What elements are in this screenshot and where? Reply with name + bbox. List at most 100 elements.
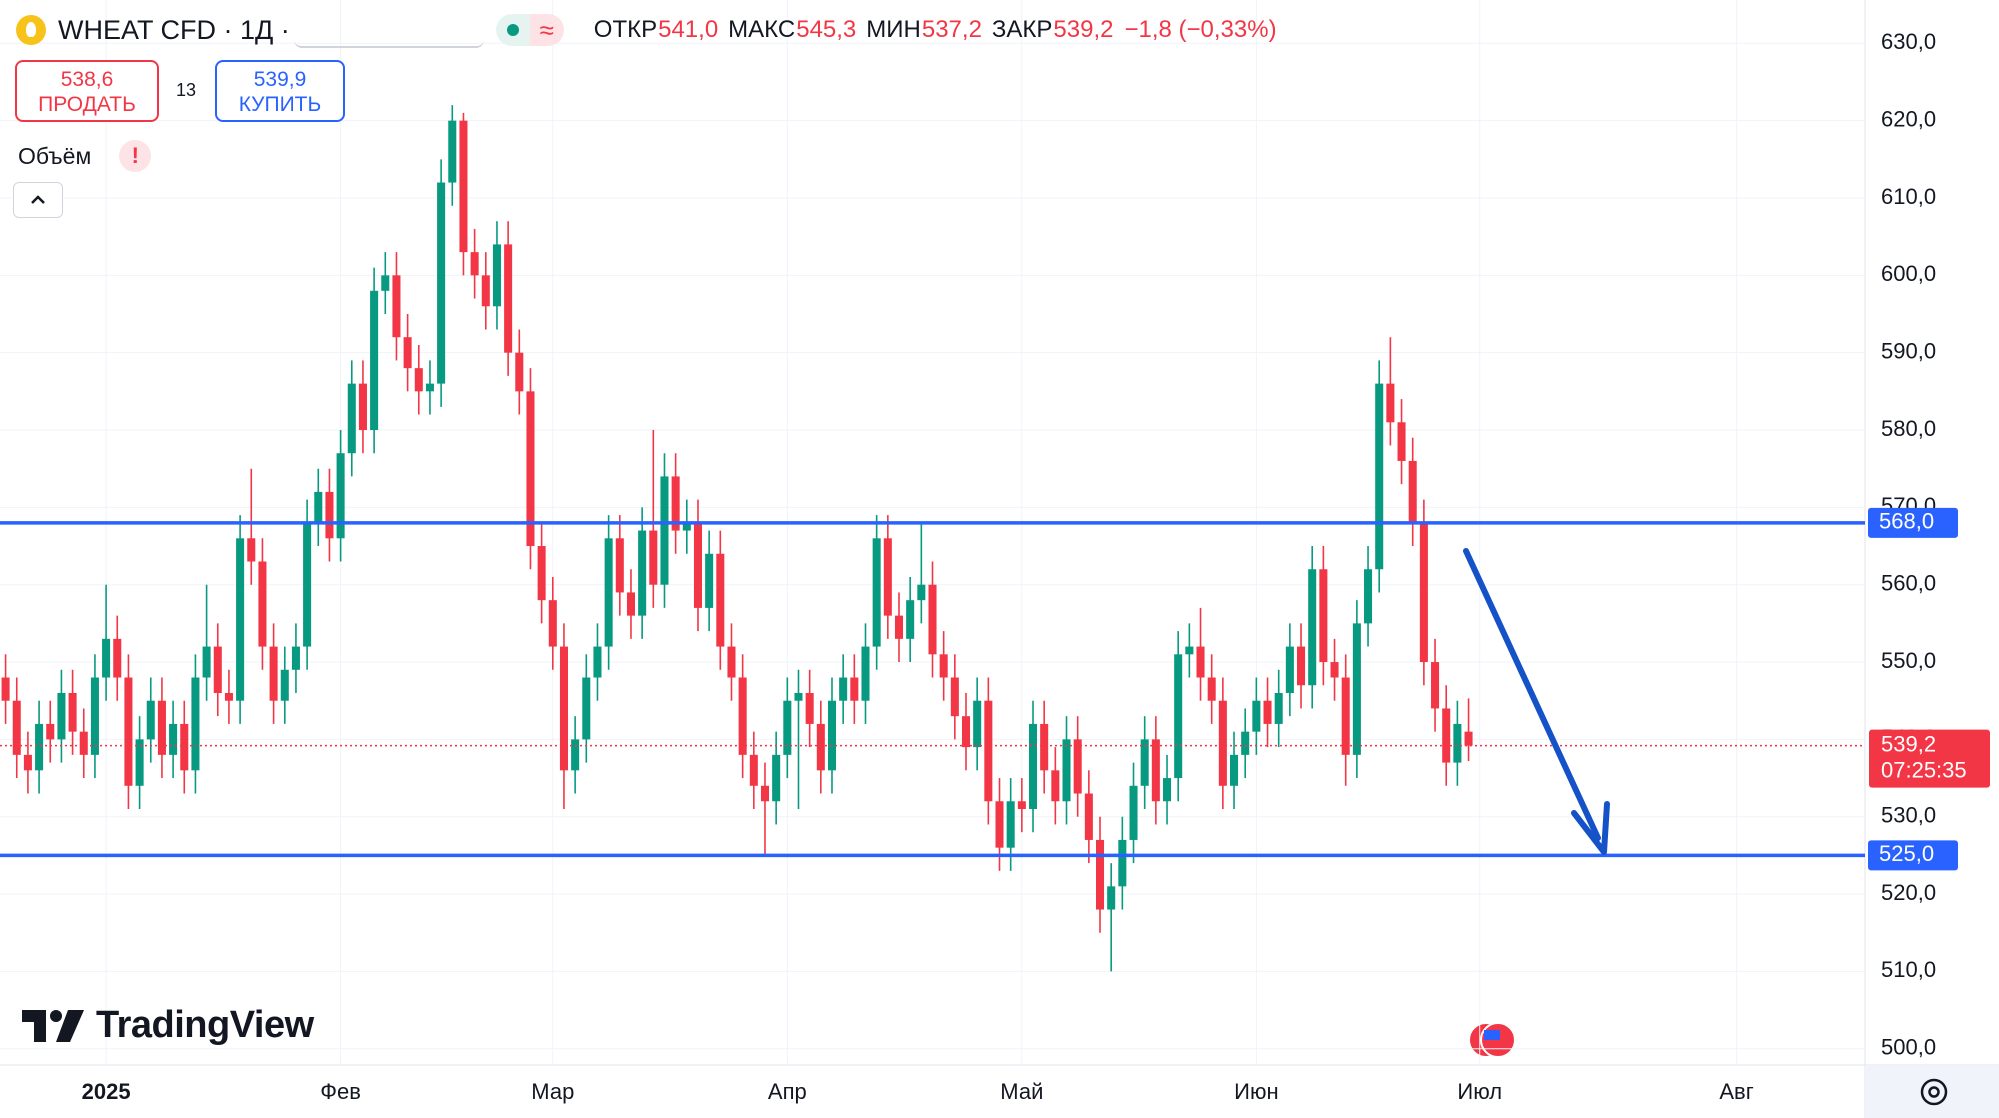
candle-body [1453, 723, 1462, 763]
branding[interactable]: TradingView [22, 1004, 314, 1047]
ohlc-item: МАКС545,3 [728, 16, 856, 44]
ohlc-value: 539,2 [1053, 16, 1114, 43]
ohlc-label: МИН [866, 16, 921, 43]
candle-body [314, 491, 323, 523]
candle-body [1073, 739, 1082, 794]
candle-body [705, 553, 714, 608]
buy-label: КУПИТЬ [238, 93, 322, 116]
candle-body [470, 252, 479, 276]
candle-body [1017, 801, 1026, 809]
market-status[interactable] [495, 14, 530, 46]
candle-body [459, 120, 468, 253]
price-tags: 500,0510,0520,0530,0540,0550,0560,0570,0… [1868, 29, 1990, 1060]
candle-body [1185, 646, 1194, 655]
candle-body [816, 723, 825, 771]
candle-body [861, 646, 870, 701]
candle-body [548, 600, 557, 647]
y-tick-label: 530,0 [1881, 803, 1936, 828]
candle-body [716, 553, 725, 647]
gear-hub[interactable] [1928, 1086, 1940, 1098]
candle-body [1241, 731, 1250, 755]
candle-body [213, 646, 222, 693]
candle-body [682, 522, 691, 531]
trend-arrow [1463, 548, 1610, 855]
candle-body [79, 731, 88, 755]
ohlc-item: МИН537,2 [866, 16, 982, 44]
candle-body [224, 692, 233, 701]
status-dot [506, 24, 519, 36]
ohlc-label: ОТКР [593, 16, 658, 43]
candle-body [593, 646, 602, 678]
arrow-head [1571, 801, 1610, 855]
candle-body [883, 538, 892, 616]
candle-body [492, 244, 501, 307]
x-tick-label: Июн [1234, 1079, 1278, 1104]
buy-button[interactable]: 539,9 КУПИТЬ [215, 60, 345, 122]
y-tick-label: 560,0 [1881, 571, 1936, 596]
candle-body [1297, 646, 1306, 686]
y-tick-label: 630,0 [1881, 29, 1936, 54]
x-tick-label: Июл [1457, 1079, 1502, 1104]
candle-body [347, 383, 356, 454]
x-tick-label: Апр [768, 1079, 807, 1104]
y-tick-label: 620,0 [1881, 106, 1936, 131]
brand-logo [22, 1009, 84, 1042]
candle-body [526, 391, 535, 547]
candle-body [258, 561, 267, 647]
brand-mark [22, 1009, 46, 1042]
candle-body [1107, 886, 1116, 910]
candle-body [1230, 754, 1239, 786]
candle-body [738, 677, 747, 755]
flag-icon [1468, 1022, 1516, 1058]
y-tick-label: 500,0 [1881, 1035, 1936, 1060]
candle-body [626, 592, 635, 616]
candle-body [1341, 677, 1350, 755]
candle-body [1, 677, 10, 701]
plot [0, 0, 1865, 1065]
candle-body [1028, 723, 1038, 809]
indicator-warning[interactable]: ! [119, 140, 152, 172]
candle-body [805, 692, 814, 724]
candle-body [1408, 460, 1417, 523]
candle-body [425, 383, 434, 392]
brand-mark [50, 1009, 62, 1022]
candle-body [291, 646, 300, 670]
symbol-field[interactable] [293, 12, 484, 48]
candle-body [772, 754, 781, 802]
candle-body [615, 538, 624, 593]
y-tick-label: 580,0 [1881, 416, 1936, 441]
candle-body [146, 700, 155, 740]
candle-body [1163, 778, 1172, 802]
candle-body [1051, 770, 1060, 802]
y-tick-label: 520,0 [1881, 880, 1936, 905]
countdown: 07:25:35 [1881, 757, 1967, 782]
candle-body [894, 615, 904, 639]
ohlc-label: МАКС [728, 16, 796, 43]
candle-body [559, 646, 568, 771]
chevron [31, 195, 45, 204]
candle-body [202, 646, 211, 678]
candle-body [973, 700, 982, 748]
ohlc-value: 541,0 [658, 16, 719, 43]
brand-name: TradingView [96, 1004, 314, 1046]
settings-icon[interactable] [1920, 1078, 1948, 1106]
collapse-button[interactable] [13, 182, 63, 218]
y-tick-label: 550,0 [1881, 648, 1936, 673]
delay-badge[interactable]: ≈ [529, 14, 564, 46]
candle-body [46, 723, 55, 740]
sell-button[interactable]: 538,6 ПРОДАТЬ [15, 60, 159, 122]
candle-body [35, 723, 44, 771]
candle-body [872, 538, 881, 647]
volume-indicator[interactable]: Объём ! [18, 140, 152, 172]
candle-body [1352, 623, 1361, 755]
gear[interactable] [1920, 1078, 1948, 1106]
symbol[interactable]: WHEAT CFD · 1Д · [58, 14, 290, 45]
candle-body [392, 275, 401, 338]
candle-body [839, 677, 848, 701]
candle-body [370, 290, 379, 431]
candle-body [1308, 569, 1317, 686]
candle-body [57, 692, 66, 740]
last-price-tag [1869, 729, 1990, 788]
x-tick-label: Май [1000, 1079, 1043, 1104]
